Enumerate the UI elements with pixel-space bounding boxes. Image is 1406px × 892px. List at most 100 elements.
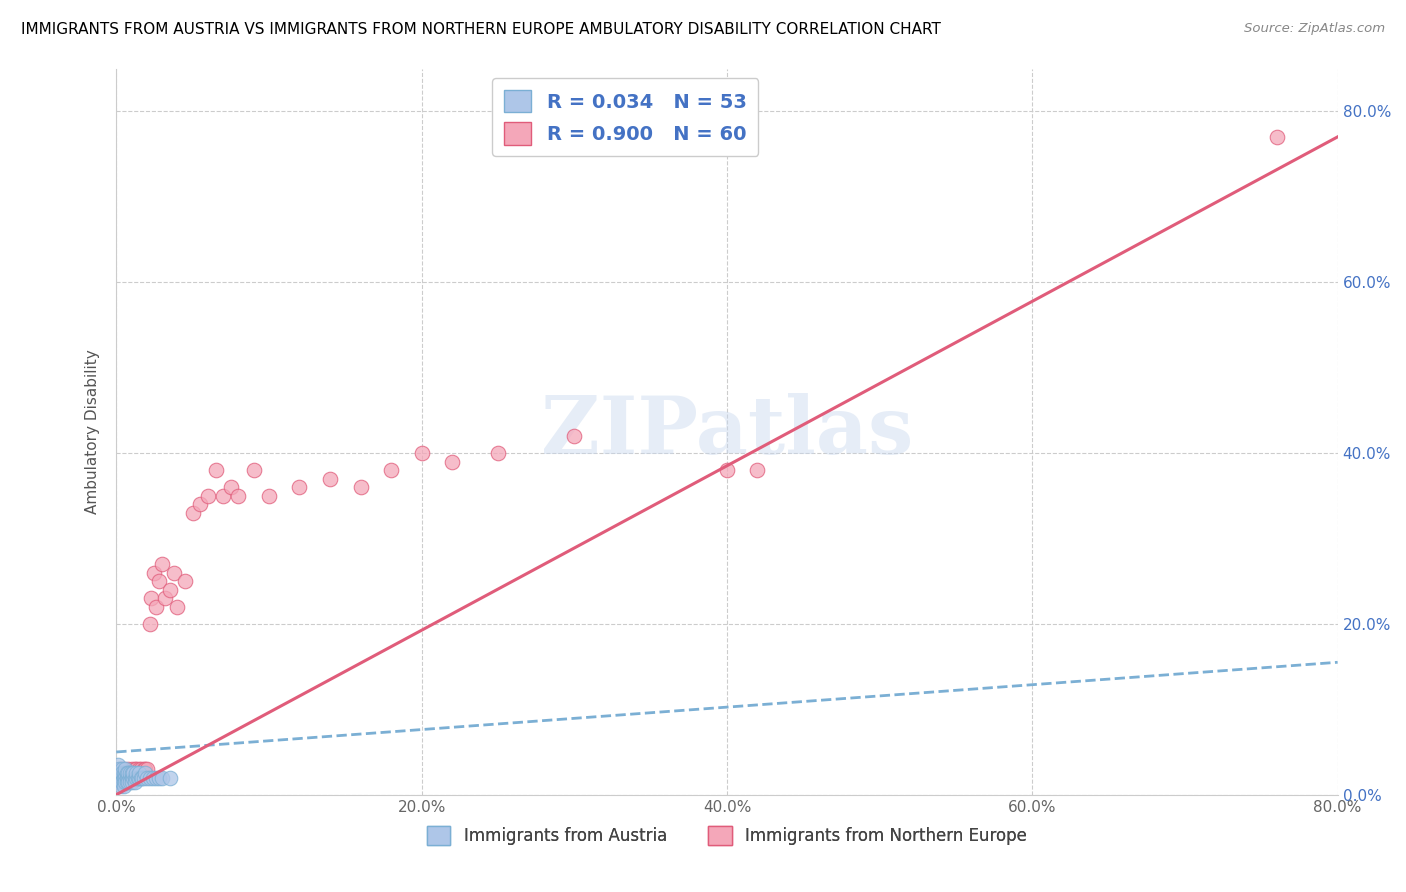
Point [110,771,132,785]
Point [110,762,132,776]
Point [111,775,134,789]
Point [112,771,135,785]
Point [747,463,769,477]
Y-axis label: Ambulatory Disability: Ambulatory Disability [86,350,100,514]
Point [174,574,197,588]
Point [129,771,152,785]
Point [135,771,157,785]
Point [114,762,136,776]
Point [131,766,153,780]
Point [111,766,134,780]
Text: IMMIGRANTS FROM AUSTRIA VS IMMIGRANTS FROM NORTHERN EUROPE AMBULATORY DISABILITY: IMMIGRANTS FROM AUSTRIA VS IMMIGRANTS FR… [21,22,941,37]
Point [111,762,134,776]
Point [166,599,188,614]
Point [128,766,150,780]
Point [288,480,311,494]
Point [117,775,139,789]
Point [124,762,146,776]
Point [150,557,173,571]
Point [411,446,433,460]
Point [163,566,186,580]
Point [212,489,235,503]
Point [153,591,176,606]
Point [716,463,738,477]
Point [121,775,143,789]
Point [127,771,149,785]
Point [125,766,148,780]
Point [148,574,170,588]
Point [128,771,150,785]
Point [110,771,132,785]
Point [128,766,150,780]
Point [114,771,136,785]
Point [110,779,132,793]
Point [110,775,132,789]
Point [145,599,167,614]
Point [118,766,141,780]
Point [159,771,181,785]
Point [204,463,226,477]
Point [121,762,143,776]
Point [148,771,170,785]
Point [112,771,135,785]
Point [242,463,264,477]
Point [121,771,143,785]
Point [114,766,136,780]
Point [107,771,129,785]
Point [197,489,219,503]
Point [125,771,148,785]
Point [134,762,156,776]
Point [159,582,181,597]
Point [142,771,165,785]
Point [124,775,146,789]
Point [150,771,173,785]
Point [441,454,464,468]
Point [139,616,162,631]
Point [121,766,143,780]
Point [111,775,134,789]
Point [112,762,135,776]
Point [124,771,146,785]
Point [145,771,167,785]
Point [141,591,163,606]
Point [108,762,131,776]
Point [486,446,509,460]
Point [107,757,129,772]
Point [132,762,155,776]
Point [108,775,131,789]
Point [108,766,131,780]
Point [115,775,138,789]
Point [122,766,145,780]
Point [112,779,135,793]
Point [127,766,149,780]
Point [117,762,139,776]
Point [219,480,242,494]
Point [181,506,204,520]
Point [129,762,152,776]
Point [108,766,131,780]
Point [117,766,139,780]
Point [117,766,139,780]
Point [319,472,342,486]
Point [110,766,132,780]
Point [118,771,141,785]
Point [115,766,138,780]
Point [117,771,139,785]
Point [114,771,136,785]
Point [115,766,138,780]
Point [111,771,134,785]
Point [134,766,156,780]
Point [115,771,138,785]
Legend: Immigrants from Austria, Immigrants from Northern Europe: Immigrants from Austria, Immigrants from… [420,819,1033,852]
Point [114,766,136,780]
Point [257,489,280,503]
Text: Source: ZipAtlas.com: Source: ZipAtlas.com [1244,22,1385,36]
Point [132,771,155,785]
Point [1265,129,1288,144]
Point [122,771,145,785]
Point [128,762,150,776]
Text: ZIPatlas: ZIPatlas [541,392,912,471]
Point [107,779,129,793]
Point [188,497,211,511]
Point [118,766,141,780]
